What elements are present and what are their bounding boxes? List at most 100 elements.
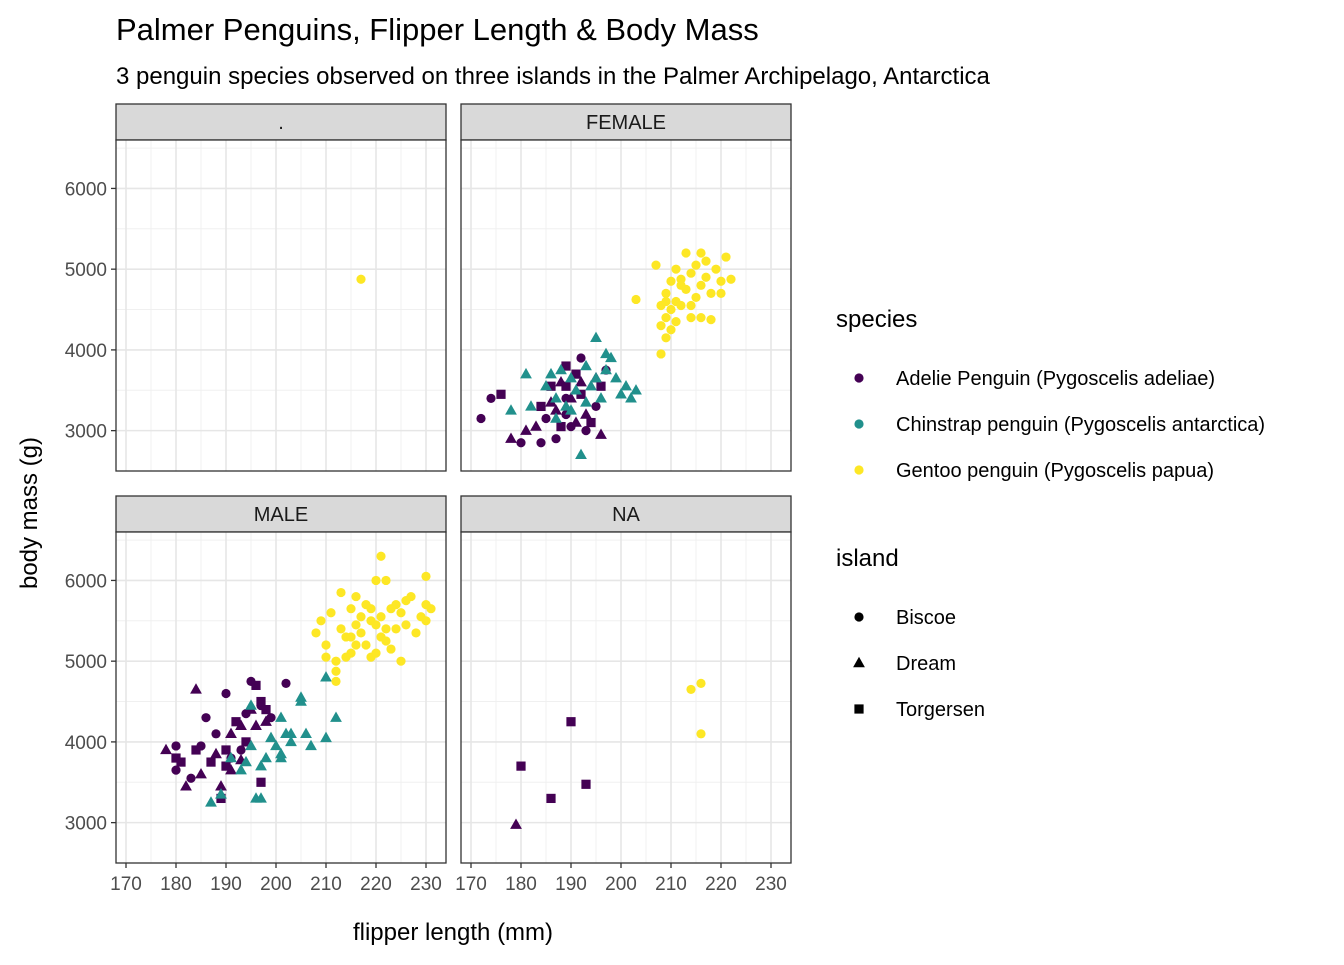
- data-point: [381, 624, 391, 634]
- data-point: [525, 400, 537, 411]
- chart-subtitle: 3 penguin species observed on three isla…: [116, 63, 991, 90]
- y-tick-label: 6000: [65, 571, 107, 592]
- data-point: [195, 767, 207, 779]
- data-point: [320, 671, 332, 682]
- island-legend: island Biscoe Dream Torgersen: [836, 545, 985, 721]
- data-point: [371, 575, 381, 586]
- facet-strip-label: .: [278, 112, 284, 134]
- y-tick-label: 5000: [65, 652, 107, 673]
- facet-strip: [115, 103, 447, 141]
- data-point: [320, 731, 332, 743]
- data-point: [686, 684, 696, 695]
- species-legend: species Adelie Penguin (Pygoscelis adelia…: [836, 306, 1265, 482]
- data-point: [201, 713, 211, 723]
- legend-label: Adelie Penguin (Pygoscelis adeliae): [896, 368, 1215, 390]
- y-axis: 3000 4000 5000 6000 3000 4000 5000 6000: [65, 179, 116, 835]
- data-point: [586, 417, 596, 428]
- x-axis-title: flipper length (mm): [353, 919, 553, 946]
- data-point: [696, 313, 706, 323]
- x-tick-label: 190: [555, 874, 587, 895]
- data-point: [696, 248, 706, 258]
- y-tick-label: 3000: [65, 422, 107, 443]
- data-point: [255, 792, 267, 803]
- data-point: [671, 317, 681, 327]
- data-point: [516, 438, 526, 448]
- data-point: [575, 448, 587, 460]
- data-point: [496, 389, 506, 399]
- data-point: [351, 620, 361, 630]
- data-point: [556, 421, 566, 432]
- data-point: [225, 751, 237, 763]
- chart-title: Palmer Penguins, Flipper Length & Body M…: [116, 12, 759, 47]
- legend-key: [854, 704, 864, 714]
- panel-border: [460, 531, 792, 864]
- data-point: [701, 272, 711, 282]
- data-point: [381, 636, 391, 646]
- data-point: [176, 757, 186, 767]
- data-point: [235, 719, 247, 730]
- data-point: [426, 604, 436, 614]
- data-point: [536, 401, 546, 412]
- data-point: [190, 683, 202, 694]
- data-point: [251, 680, 261, 690]
- legend-label: Torgersen: [896, 699, 985, 721]
- facet-strip-label: FEMALE: [586, 112, 666, 134]
- data-point: [696, 678, 706, 688]
- legend-label: Dream: [896, 653, 956, 675]
- data-point: [541, 413, 551, 424]
- data-point: [591, 401, 601, 412]
- data-point: [590, 371, 602, 383]
- facet-strip-label: MALE: [254, 504, 308, 526]
- data-point: [566, 717, 576, 727]
- data-point: [376, 612, 386, 622]
- data-point: [540, 380, 552, 391]
- y-tick-label: 4000: [65, 341, 107, 362]
- x-tick-label: 180: [505, 874, 537, 895]
- data-point: [255, 759, 267, 771]
- data-point: [311, 628, 321, 638]
- data-point: [321, 640, 331, 650]
- data-point: [351, 640, 361, 650]
- data-point: [561, 393, 571, 403]
- data-point: [391, 624, 401, 634]
- data-point: [401, 620, 411, 630]
- data-point: [520, 424, 532, 435]
- data-point: [171, 741, 181, 751]
- facet-panel: FEMALE: [460, 103, 792, 472]
- data-point: [266, 713, 276, 723]
- data-point: [191, 745, 201, 755]
- data-point: [356, 274, 366, 284]
- data-point: [260, 715, 272, 726]
- y-tick-label: 5000: [65, 260, 107, 281]
- data-point: [546, 793, 556, 804]
- data-point: [376, 551, 386, 561]
- data-point: [545, 367, 557, 379]
- data-point: [505, 432, 517, 443]
- data-point: [716, 288, 726, 298]
- panel-background: [116, 140, 446, 471]
- y-axis-title: body mass (g): [16, 437, 43, 589]
- data-point: [386, 644, 396, 654]
- panel-background: [116, 532, 446, 863]
- data-point: [590, 331, 602, 342]
- data-point: [210, 747, 222, 759]
- data-point: [421, 571, 431, 582]
- panel-border: [115, 531, 447, 864]
- data-point: [676, 280, 686, 290]
- data-point: [595, 428, 607, 439]
- data-point: [261, 705, 271, 715]
- data-point: [221, 688, 231, 699]
- data-point: [631, 294, 641, 305]
- data-point: [550, 392, 562, 403]
- data-point: [610, 371, 622, 383]
- data-point: [275, 711, 287, 722]
- data-point: [300, 727, 312, 739]
- data-point: [581, 426, 591, 436]
- data-point: [536, 438, 546, 448]
- x-tick-label: 230: [410, 874, 442, 895]
- data-point: [666, 304, 676, 315]
- data-point: [661, 333, 671, 343]
- data-point: [565, 404, 577, 415]
- data-point: [625, 392, 637, 403]
